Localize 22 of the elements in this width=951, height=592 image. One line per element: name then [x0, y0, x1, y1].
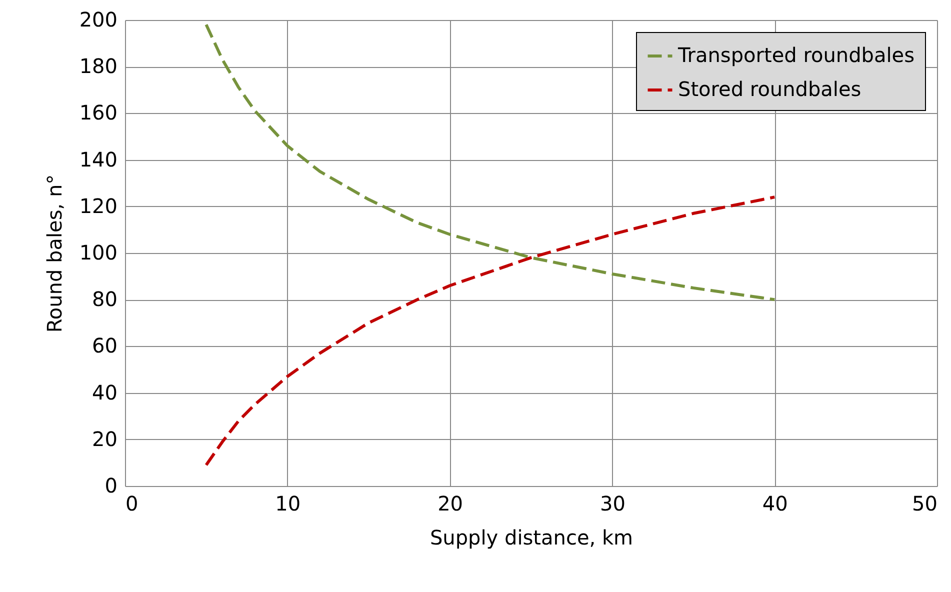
y-tick-label: 20: [92, 426, 118, 451]
x-tick-label: 50: [912, 492, 938, 516]
x-tick-label: 30: [600, 492, 626, 516]
y-tick-label: 100: [79, 240, 118, 264]
x-axis-title: Supply distance, km: [430, 526, 634, 550]
y-tick-label: 120: [79, 194, 118, 218]
y-tick-label: 60: [92, 334, 118, 358]
x-tick-label: 40: [762, 492, 788, 516]
y-tick-label: 140: [79, 147, 118, 172]
y-tick-label: 80: [92, 287, 118, 312]
y-tick-label: 200: [79, 8, 118, 32]
x-tick-label: 0: [126, 492, 138, 516]
y-axis-title: Round bales, n°: [42, 174, 66, 333]
line-series: [204, 196, 776, 467]
x-tick-label: 20: [438, 492, 464, 516]
legend-label: Transported roundbales: [677, 43, 915, 67]
legend-label: Stored roundbales: [678, 77, 862, 101]
y-tick-label: 160: [79, 100, 118, 125]
y-tick-label: 180: [79, 54, 118, 78]
y-tick-label: 0: [104, 474, 118, 498]
y-tick-label: 40: [92, 380, 118, 404]
x-tick-label: 10: [275, 492, 301, 516]
